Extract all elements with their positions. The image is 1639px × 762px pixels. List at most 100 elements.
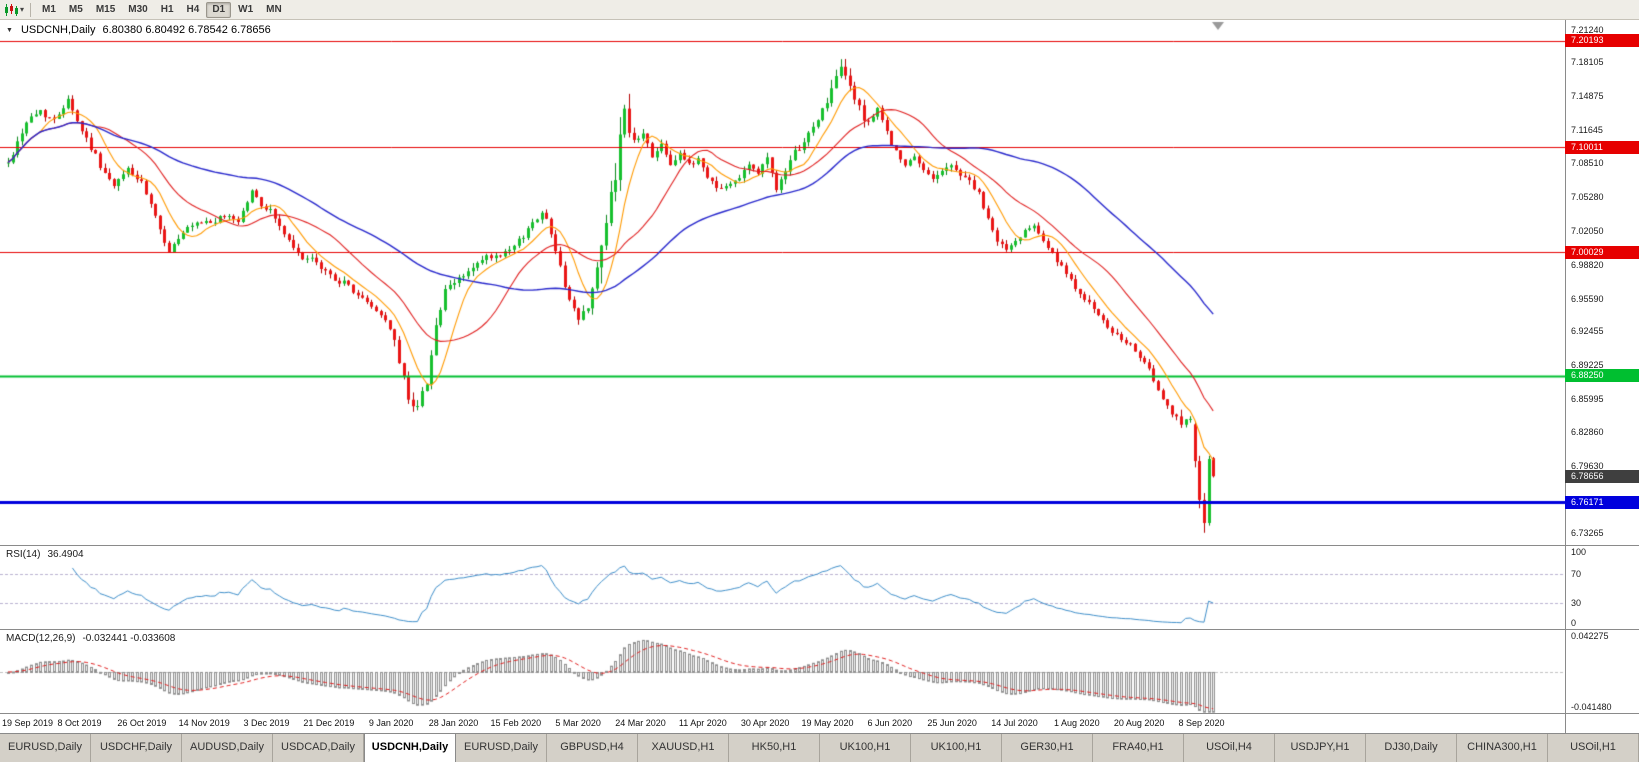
tab-dj30-daily[interactable]: DJ30,Daily: [1366, 734, 1457, 762]
price-tag-current: 6.78656: [1565, 469, 1639, 483]
price-tag-level: 7.00029: [1565, 245, 1639, 259]
tab-usoil-h1[interactable]: USOil,H1: [1548, 734, 1639, 762]
macd-axis[interactable]: 0.042275 -0.041480: [1565, 630, 1639, 713]
chart-type-icon[interactable]: [4, 3, 18, 16]
price-tick: 6.79630: [1571, 461, 1604, 471]
rsi-panel: RSI(14) 36.4904 100 70 30 0: [0, 545, 1639, 629]
chart-ohlc-values: 6.80380 6.80492 6.78542 6.78656: [102, 24, 271, 36]
price-tick: 6.73265: [1571, 527, 1604, 538]
chart-symbol-label: USDCNH,Daily: [20, 24, 96, 36]
tab-usdchf-daily[interactable]: USDCHF,Daily: [91, 734, 182, 762]
rsi-tick: 30: [1571, 598, 1582, 609]
date-label: 25 Jun 2020: [927, 718, 977, 728]
tab-china300-h1[interactable]: CHINA300,H1: [1457, 734, 1548, 762]
candlestick-glyph: [5, 3, 18, 16]
date-label: 14 Nov 2019: [178, 718, 230, 728]
macd-tick: 0.042275: [1571, 631, 1609, 641]
timeframe-button-m5[interactable]: M5: [68, 4, 83, 15]
tab-uk100-h1[interactable]: UK100,H1: [820, 734, 911, 762]
timeframe-button-h4[interactable]: H4: [186, 4, 200, 15]
macd-values: -0.032441 -0.033608: [82, 633, 176, 644]
main-chart-panel: ▼ USDCNH,Daily 6.80380 6.80492 6.78542 6…: [0, 20, 1639, 545]
collapse-triangle-icon[interactable]: ▼: [6, 26, 13, 34]
tab-usdcad-daily[interactable]: USDCAD,Daily: [273, 734, 364, 762]
price-tick: 7.11645: [1571, 125, 1603, 136]
price-tick: 7.08510: [1571, 158, 1604, 169]
timeframe-button-w1[interactable]: W1: [238, 4, 254, 15]
date-label: 11 Apr 2020: [678, 718, 727, 728]
rsi-label: RSI(14) 36.4904: [6, 549, 84, 560]
tab-fra40-h1[interactable]: FRA40,H1: [1093, 734, 1184, 762]
macd-label: MACD(12,26,9) -0.032441 -0.033608: [6, 633, 175, 644]
rsi-tick: 70: [1571, 568, 1582, 579]
timeframe-toolbar: ▾ M1 M5 M15 M30 H1 H4 D1 W1 MN: [0, 0, 1639, 20]
price-tick: 7.14875: [1571, 91, 1604, 102]
price-tick: 7.02050: [1571, 225, 1604, 236]
main-chart-canvas[interactable]: [0, 20, 1565, 545]
rsi-tick: 0: [1571, 618, 1577, 628]
timeframe-button-m1[interactable]: M1: [42, 4, 56, 15]
chart-area: ▼ USDCNH,Daily 6.80380 6.80492 6.78542 6…: [0, 20, 1639, 733]
macd-tick: -0.041480: [1571, 702, 1612, 712]
rsi-tick: 100: [1571, 547, 1587, 557]
timeframe-buttons: M1 M5 M15 M30 H1 H4 D1 W1 MN: [36, 1, 288, 18]
time-axis[interactable]: 19 Sep 2019 8 Oct 2019 26 Oct 2019 14 Nov 2…: [0, 713, 1639, 733]
tab-audusd-daily[interactable]: AUDUSD,Daily: [182, 734, 273, 762]
date-label: 8 Oct 2019: [57, 718, 102, 728]
price-tick: 7.18105: [1571, 57, 1604, 68]
timeframe-button-d1[interactable]: D1: [206, 1, 232, 18]
price-tick: 6.92455: [1571, 326, 1604, 337]
date-label: 20 Aug 2020: [1113, 718, 1165, 728]
rsi-canvas[interactable]: [0, 546, 1565, 629]
tab-eurusd-daily[interactable]: EURUSD,Daily: [456, 734, 547, 762]
date-label: 28 Jan 2020: [428, 718, 479, 728]
timeframe-button-mn[interactable]: MN: [266, 4, 282, 15]
chart-title: ▼ USDCNH,Daily 6.80380 6.80492 6.78542 6…: [6, 24, 271, 36]
date-label: 19 May 2020: [801, 718, 854, 728]
date-label: 3 Dec 2019: [243, 718, 290, 728]
rsi-axis[interactable]: 100 70 30 0: [1565, 546, 1639, 629]
tab-usdjpy-h1[interactable]: USDJPY,H1: [1275, 734, 1366, 762]
date-label: 6 Jun 2020: [867, 718, 913, 728]
date-label: 24 Mar 2020: [615, 718, 666, 728]
tab-usdcnh-daily[interactable]: USDCNH,Daily: [364, 734, 456, 762]
timeframe-button-h1[interactable]: H1: [160, 4, 174, 15]
price-tag-level: 6.88250: [1565, 369, 1639, 383]
date-label: 5 Mar 2020: [555, 718, 601, 728]
tab-usoil-h4[interactable]: USOil,H4: [1184, 734, 1275, 762]
rsi-name: RSI(14): [6, 549, 41, 560]
date-label: 8 Sep 2020: [1178, 718, 1225, 728]
date-label: 1 Aug 2020: [1054, 718, 1100, 728]
date-label: 21 Dec 2019: [303, 718, 355, 728]
date-label: 26 Oct 2019: [117, 718, 167, 728]
price-tag-level: 7.10011: [1565, 140, 1639, 154]
tab-xauusd-h1[interactable]: XAUUSD,H1: [638, 734, 729, 762]
price-tick: 7.05280: [1571, 191, 1604, 202]
date-label: 30 Apr 2020: [740, 718, 790, 728]
price-tag-level: 6.76171: [1565, 495, 1639, 509]
tab-gbpusd-h4[interactable]: GBPUSD,H4: [547, 734, 638, 762]
macd-name: MACD(12,26,9): [6, 633, 76, 644]
price-tick: 6.98820: [1571, 259, 1604, 270]
date-label: 9 Jan 2020: [368, 718, 414, 728]
price-tick: 7.21240: [1571, 24, 1604, 35]
macd-panel: MACD(12,26,9) -0.032441 -0.033608 0.0422…: [0, 629, 1639, 713]
toolbar-separator: [30, 2, 32, 17]
timeframe-button-m15[interactable]: M15: [95, 4, 116, 15]
price-tick: 6.82860: [1571, 427, 1604, 438]
chart-tabs-bar: EURUSD,Daily USDCHF,Daily AUDUSD,Daily USDC…: [0, 733, 1639, 762]
price-tick: 6.95590: [1571, 293, 1604, 304]
macd-canvas[interactable]: [0, 630, 1565, 713]
timeframe-button-m30[interactable]: M30: [128, 4, 148, 15]
date-label: 14 Jul 2020: [991, 718, 1038, 728]
tab-ger30-h1[interactable]: GER30,H1: [1002, 734, 1093, 762]
date-label: 19 Sep 2019: [2, 718, 54, 728]
price-tag-level: 7.20193: [1565, 34, 1639, 48]
rsi-value: 36.4904: [47, 549, 84, 560]
price-axis[interactable]: 7.21240 7.18105 7.14875 7.11645 7.08510 7.052…: [1565, 20, 1639, 545]
tab-eurusd-daily[interactable]: EURUSD,Daily: [0, 734, 91, 762]
dropdown-arrow-icon[interactable]: ▾: [20, 5, 25, 14]
tab-hk50-h1[interactable]: HK50,H1: [729, 734, 820, 762]
tab-uk100-h1[interactable]: UK100,H1: [911, 734, 1002, 762]
